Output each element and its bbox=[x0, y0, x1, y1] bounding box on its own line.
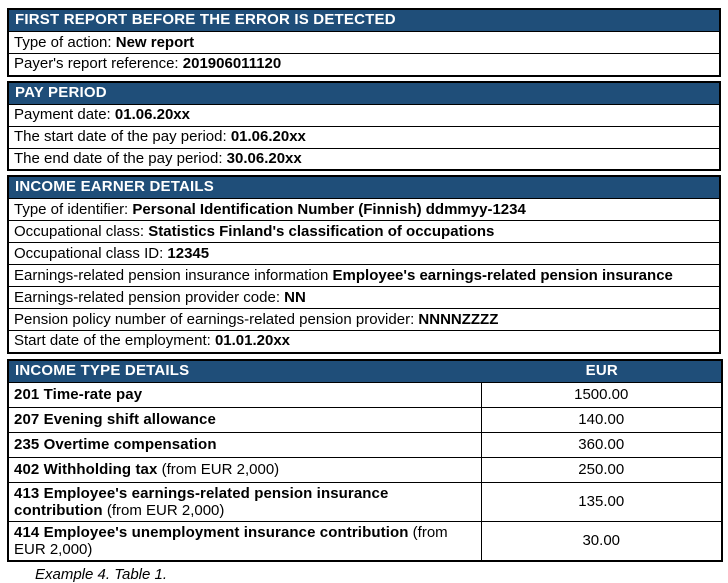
income-type-note: (from EUR 2,000) bbox=[14, 523, 448, 558]
section-header-row: PAY PERIOD bbox=[7, 81, 721, 105]
income-type-name: 413 Employee's earnings-related pension … bbox=[14, 484, 389, 519]
field-label-employment-start-date: Start date of the employment: bbox=[14, 332, 211, 350]
section-header-pay-period: PAY PERIOD bbox=[7, 81, 721, 105]
field-value-pension-insurance-info: Employee's earnings-related pension insu… bbox=[332, 266, 673, 284]
section-first-report: FIRST REPORT BEFORE THE ERROR IS DETECTE… bbox=[7, 8, 721, 77]
income-row: 413 Employee's earnings-related pension … bbox=[7, 481, 723, 522]
income-row: 414 Employee's unemployment insurance co… bbox=[7, 520, 723, 561]
field-value-occupational-class-id: 12345 bbox=[167, 244, 210, 262]
income-row: 402 Withholding tax (from EUR 2,000) 250… bbox=[7, 456, 723, 483]
field-row: Payer's report reference: 201906011120 bbox=[7, 53, 721, 76]
field-value-pension-policy-number: NNNNZZZZ bbox=[418, 310, 499, 328]
table-caption: Example 4. Table 1. bbox=[35, 565, 168, 583]
field-value-pension-provider-code: NN bbox=[284, 288, 306, 306]
field-row: Type of identifier: Personal Identificat… bbox=[7, 198, 721, 221]
field-row: Start date of the employment: 01.01.20xx bbox=[7, 330, 721, 353]
field-row: Type of action: New report bbox=[7, 31, 721, 54]
field-value-payment-date: 01.06.20xx bbox=[114, 106, 190, 123]
field-label-pay-period-end: The end date of the pay period: bbox=[14, 149, 223, 167]
income-row: 201 Time-rate pay 1500.00 bbox=[7, 381, 723, 408]
income-amount: 1500.00 bbox=[480, 381, 723, 408]
field-value-identifier-type: Personal Identification Number (Finnish)… bbox=[132, 200, 526, 218]
field-row: Occupational class ID: 12345 bbox=[7, 242, 721, 265]
income-type-name: 201 Time-rate pay bbox=[14, 386, 143, 403]
income-amount: 140.00 bbox=[480, 406, 723, 433]
income-table-currency-header: EUR bbox=[480, 359, 723, 383]
section-pay-period: PAY PERIOD Payment date: 01.06.20xx The … bbox=[7, 80, 721, 171]
field-label-occupational-class: Occupational class: bbox=[14, 222, 145, 240]
field-row: Occupational class: Statistics Finland's… bbox=[7, 220, 721, 243]
income-amount: 360.00 bbox=[480, 431, 723, 458]
field-label-pension-provider-code: Earnings-related pension provider code: bbox=[14, 288, 280, 306]
section-header-row: INCOME EARNER DETAILS bbox=[7, 175, 721, 199]
income-header-row: INCOME TYPE DETAILS EUR bbox=[7, 359, 723, 383]
section-income-earner-details: INCOME EARNER DETAILS Type of identifier… bbox=[7, 175, 721, 354]
field-label-report-reference: Payer's report reference: bbox=[14, 55, 179, 73]
section-header-income-earner: INCOME EARNER DETAILS bbox=[7, 175, 721, 199]
income-type-table: INCOME TYPE DETAILS EUR 201 Time-rate pa… bbox=[7, 358, 723, 562]
field-row: Payment date: 01.06.20xx bbox=[7, 103, 721, 127]
field-value-pay-period-end: 30.06.20xx bbox=[226, 149, 302, 167]
section-header-row: FIRST REPORT BEFORE THE ERROR IS DETECTE… bbox=[7, 8, 721, 32]
income-amount: 135.00 bbox=[480, 481, 723, 522]
field-label-pension-insurance-info: Earnings-related pension insurance infor… bbox=[14, 266, 329, 284]
income-type-note: (from EUR 2,000) bbox=[102, 501, 225, 519]
field-label-payment-date: Payment date: bbox=[14, 106, 111, 123]
field-label-occupational-class-id: Occupational class ID: bbox=[14, 244, 164, 262]
field-value-report-reference: 201906011120 bbox=[182, 55, 282, 73]
field-label-type-of-action: Type of action: bbox=[14, 33, 112, 51]
field-row: The end date of the pay period: 30.06.20… bbox=[7, 147, 721, 171]
field-value-type-of-action: New report bbox=[115, 33, 195, 51]
income-amount: 30.00 bbox=[480, 520, 723, 561]
income-table-title: INCOME TYPE DETAILS bbox=[7, 359, 482, 383]
section-header-first-report: FIRST REPORT BEFORE THE ERROR IS DETECTE… bbox=[7, 8, 721, 32]
income-type-note: (from EUR 2,000) bbox=[157, 461, 280, 478]
field-value-occupational-class: Statistics Finland's classification of o… bbox=[148, 222, 495, 240]
field-row: Pension policy number of earnings-relate… bbox=[7, 308, 721, 331]
income-type-name: 402 Withholding tax bbox=[14, 461, 158, 478]
field-row: Earnings-related pension insurance infor… bbox=[7, 264, 721, 287]
field-label-identifier-type: Type of identifier: bbox=[14, 200, 129, 218]
income-type-name: 235 Overtime compensation bbox=[14, 436, 217, 453]
field-row: Earnings-related pension provider code: … bbox=[7, 286, 721, 309]
income-type-name: 414 Employee's unemployment insurance co… bbox=[14, 523, 409, 541]
income-type-name: 207 Evening shift allowance bbox=[14, 411, 216, 428]
field-label-pay-period-start: The start date of the pay period: bbox=[14, 128, 227, 145]
income-row: 235 Overtime compensation 360.00 bbox=[7, 431, 723, 458]
field-value-employment-start-date: 01.01.20xx bbox=[214, 332, 291, 350]
field-label-pension-policy-number: Pension policy number of earnings-relate… bbox=[14, 310, 415, 328]
income-row: 207 Evening shift allowance 140.00 bbox=[7, 406, 723, 433]
field-row: The start date of the pay period: 01.06.… bbox=[7, 125, 721, 149]
income-amount: 250.00 bbox=[480, 456, 723, 483]
field-value-pay-period-start: 01.06.20xx bbox=[230, 128, 306, 145]
